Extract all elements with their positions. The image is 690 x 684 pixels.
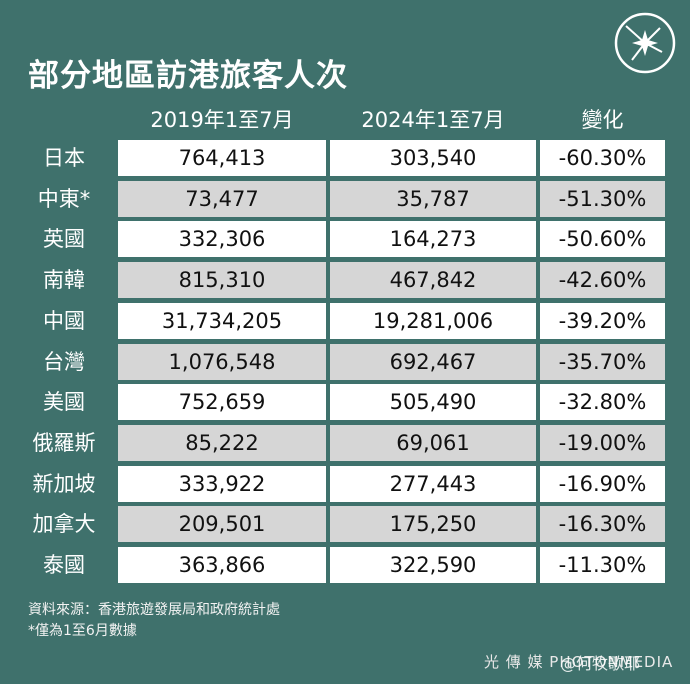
row-label: 台灣 bbox=[43, 349, 85, 374]
row-label: 俄羅斯 bbox=[32, 430, 96, 455]
brand-label: 光 傳 媒 PHOTONMEDIA bbox=[484, 653, 674, 671]
table-cell-change: -32.80% bbox=[540, 384, 665, 421]
row-label: 中國 bbox=[43, 308, 85, 333]
table-cell-change: -50.60% bbox=[540, 221, 665, 258]
row-label: 加拿大 bbox=[32, 512, 96, 537]
table-cell-change: -11.30% bbox=[540, 547, 665, 583]
row-label: 新加坡 bbox=[32, 471, 96, 496]
table-cell-v2024: 19,281,006 bbox=[330, 302, 536, 339]
table-cell-v2019: 73,477 bbox=[118, 180, 326, 217]
row-label: 美國 bbox=[43, 390, 85, 415]
table-cell-v2024: 277,443 bbox=[330, 465, 536, 502]
table-cell-v2024: 505,490 bbox=[330, 384, 536, 421]
column-header-2024: 2024年1至7月 bbox=[361, 108, 505, 132]
asterisk-note: *僅為1至6月數據 bbox=[28, 623, 137, 639]
table-cell-change: -39.20% bbox=[540, 302, 665, 339]
row-label: 中東* bbox=[37, 186, 91, 211]
table-cell-v2024: 692,467 bbox=[330, 343, 536, 380]
table-cell-v2019: 31,734,205 bbox=[118, 302, 326, 339]
table-cell-v2024: 35,787 bbox=[330, 180, 536, 217]
table-cell-change: -60.30% bbox=[540, 140, 665, 176]
column-header-2019: 2019年1至7月 bbox=[150, 108, 294, 132]
row-label: 日本 bbox=[43, 146, 85, 170]
table-cell-change: -35.70% bbox=[540, 343, 665, 380]
table-cell-v2024: 164,273 bbox=[330, 221, 536, 258]
table-cell-v2019: 1,076,548 bbox=[118, 343, 326, 380]
table-cell-change: -51.30% bbox=[540, 180, 665, 217]
table-cell-change: -16.90% bbox=[540, 465, 665, 502]
table-cell-v2019: 332,306 bbox=[118, 221, 326, 258]
table-cell-change: -16.30% bbox=[540, 506, 665, 543]
table-cell-change: -19.00% bbox=[540, 424, 665, 461]
photon-logo-icon bbox=[614, 12, 676, 74]
table-cell-v2019: 209,501 bbox=[118, 506, 326, 543]
column-header-change: 變化 bbox=[581, 108, 624, 132]
table-cell-v2019: 752,659 bbox=[118, 384, 326, 421]
table-cell-v2019: 815,310 bbox=[118, 262, 326, 299]
page-title: 部分地區訪港旅客人次 bbox=[28, 58, 348, 94]
row-label: 英國 bbox=[43, 227, 85, 252]
table-cell-v2019: 333,922 bbox=[118, 465, 326, 502]
table-cell-v2024: 303,540 bbox=[330, 140, 536, 176]
table-cell-v2019: 85,222 bbox=[118, 424, 326, 461]
watermark: @何牧歌耶 bbox=[560, 654, 641, 673]
table-cell-v2024: 467,842 bbox=[330, 262, 536, 299]
table-cell-v2024: 322,590 bbox=[330, 547, 536, 583]
table-cell-change: -42.60% bbox=[540, 262, 665, 299]
row-label: 泰國 bbox=[43, 553, 85, 577]
source-note: 資料來源：香港旅遊發展局和政府統計處 bbox=[28, 602, 280, 618]
row-label: 南韓 bbox=[43, 268, 85, 293]
table-cell-v2024: 175,250 bbox=[330, 506, 536, 543]
table-cell-v2019: 363,866 bbox=[118, 547, 326, 583]
table-cell-v2024: 69,061 bbox=[330, 424, 536, 461]
table-cell-v2019: 764,413 bbox=[118, 140, 326, 176]
